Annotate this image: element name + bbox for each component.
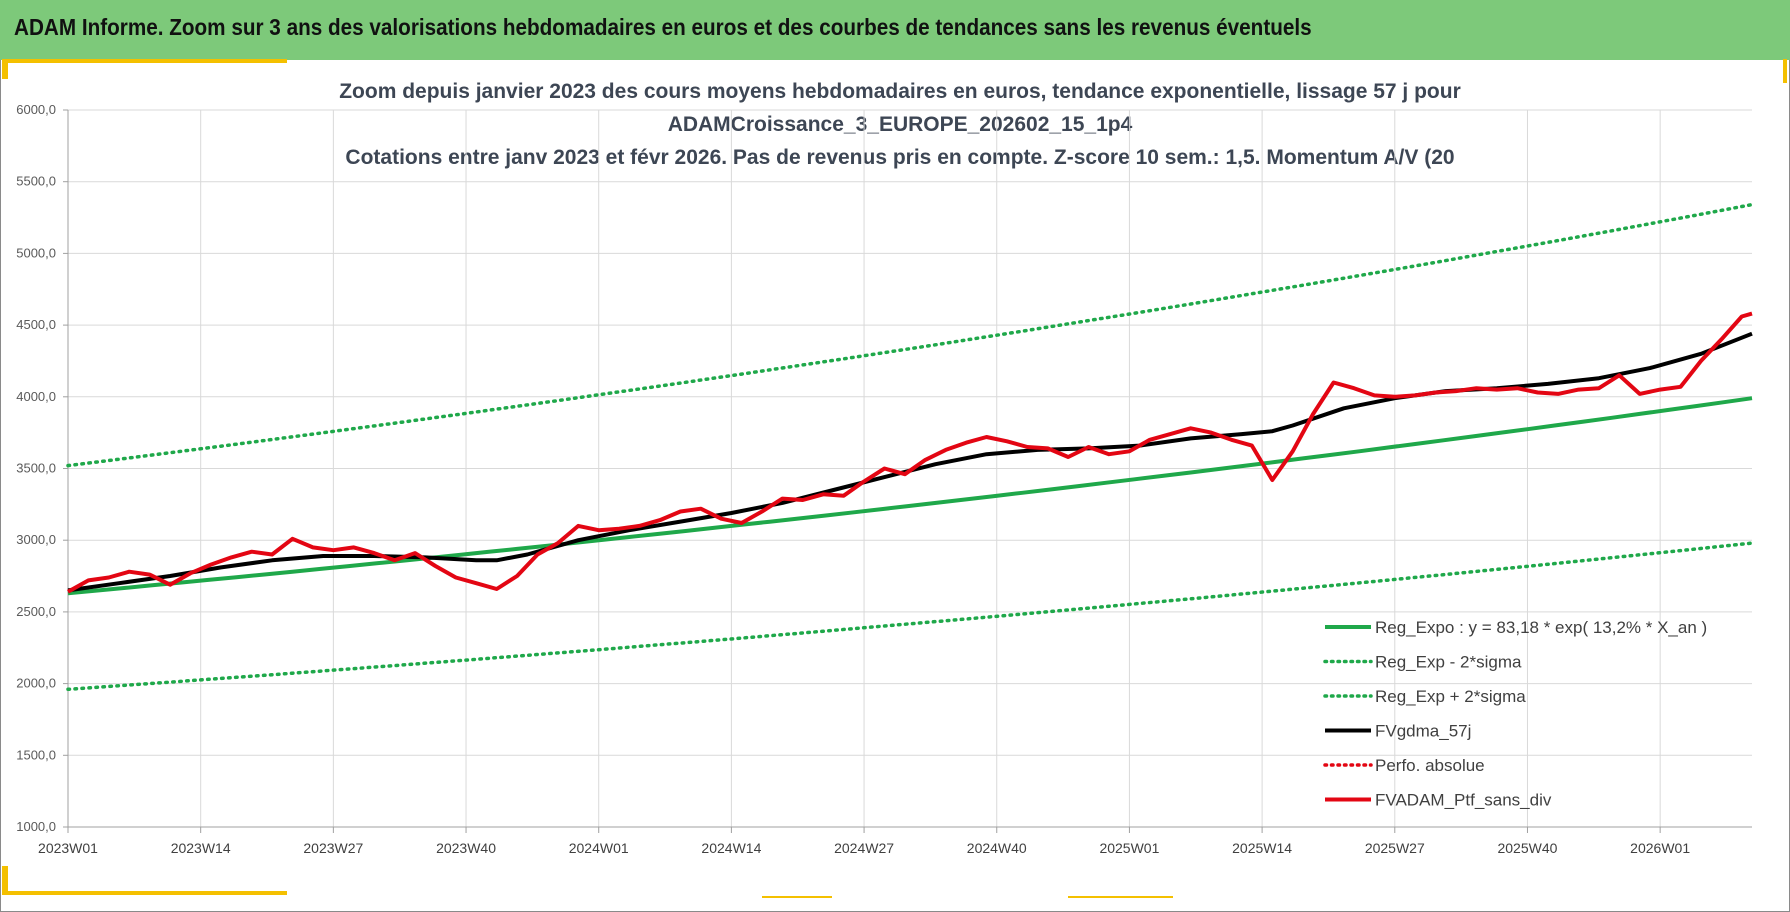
- gridlines: [67, 109, 1752, 828]
- series-fvadam-ptf-sans-div: [67, 311, 1753, 594]
- series-reg-expo: [67, 396, 1753, 596]
- x-tick-label: 2024W14: [701, 840, 761, 856]
- y-tick-label: 4500,0: [16, 317, 56, 332]
- x-tick-label: 2024W01: [569, 840, 629, 856]
- title-banner: ADAM Informe. Zoom sur 3 ans des valoris…: [0, 0, 1790, 60]
- x-tick-label: 2024W40: [967, 840, 1027, 856]
- y-tick-label: 5500,0: [16, 174, 56, 189]
- legend-label: FVADAM_Ptf_sans_div: [1375, 791, 1552, 810]
- x-tick-label: 2025W14: [1232, 840, 1292, 856]
- x-tick-label: 2025W01: [1099, 840, 1159, 856]
- series-fvgdma-57j: [67, 331, 1753, 593]
- y-tick-label: 1500,0: [16, 747, 56, 762]
- y-tick-label: 2000,0: [16, 676, 56, 691]
- accent-bar-right: [1783, 59, 1787, 83]
- series-reg-exp-plus-2sigma: [66, 202, 1754, 468]
- legend-label: Reg_Exp - 2*sigma: [1375, 653, 1522, 672]
- series-reg-exp-minus-2sigma: [66, 541, 1754, 692]
- chart-title-line-3: Cotations entre janv 2023 et févr 2026. …: [345, 146, 1455, 169]
- accent-bar-bottom-left-vertical: [2, 866, 8, 894]
- x-tick-label: 2023W01: [38, 840, 98, 856]
- y-tick-label: 1000,0: [16, 819, 56, 834]
- series-lines: [66, 202, 1754, 692]
- accent-bar-top-left-vertical: [2, 59, 8, 79]
- legend-label: Reg_Exp + 2*sigma: [1375, 687, 1526, 706]
- x-tick-label: 2026W01: [1630, 840, 1690, 856]
- chart-title-line-2: ADAMCroissance_3_EUROPE_202602_15_1p4: [667, 113, 1133, 136]
- accent-bar-bottom-left: [2, 891, 287, 895]
- legend: Reg_Expo : y = 83,18 * exp( 13,2% * X_an…: [1323, 618, 1707, 810]
- accent-bar-top-left: [2, 59, 287, 63]
- legend-label: Perfo. absolue: [1375, 756, 1485, 775]
- legend-label: Reg_Expo : y = 83,18 * exp( 13,2% * X_an…: [1375, 618, 1707, 637]
- y-tick-label: 3000,0: [16, 532, 56, 547]
- x-tick-label: 2025W40: [1497, 840, 1557, 856]
- x-tick-label: 2023W27: [303, 840, 363, 856]
- x-tick-label: 2024W27: [834, 840, 894, 856]
- banner-title: ADAM Informe. Zoom sur 3 ans des valoris…: [14, 14, 1312, 40]
- x-tick-label: 2023W40: [436, 840, 496, 856]
- x-axis: 2023W01 2023W14 2023W27 2023W40 2024W01 2024W…: [38, 826, 1752, 856]
- y-tick-label: 4000,0: [16, 389, 56, 404]
- x-tick-label: 2023W14: [171, 840, 231, 856]
- accent-bar-bottom-mid1: [762, 896, 832, 898]
- y-axis: 1000,0 1500,0 2000,0 2500,0 3000,0 3500,0 4000…: [16, 102, 69, 834]
- y-tick-label: 3500,0: [16, 461, 56, 476]
- legend-label: FVgdma_57j: [1375, 722, 1471, 741]
- chart-title-line-1: Zoom depuis janvier 2023 des cours moyen…: [339, 80, 1461, 103]
- y-tick-label: 2500,0: [16, 604, 56, 619]
- y-tick-label: 5000,0: [16, 245, 56, 260]
- x-tick-label: 2025W27: [1365, 840, 1425, 856]
- y-tick-label: 6000,0: [16, 102, 56, 117]
- accent-bar-bottom-mid2: [1068, 896, 1173, 898]
